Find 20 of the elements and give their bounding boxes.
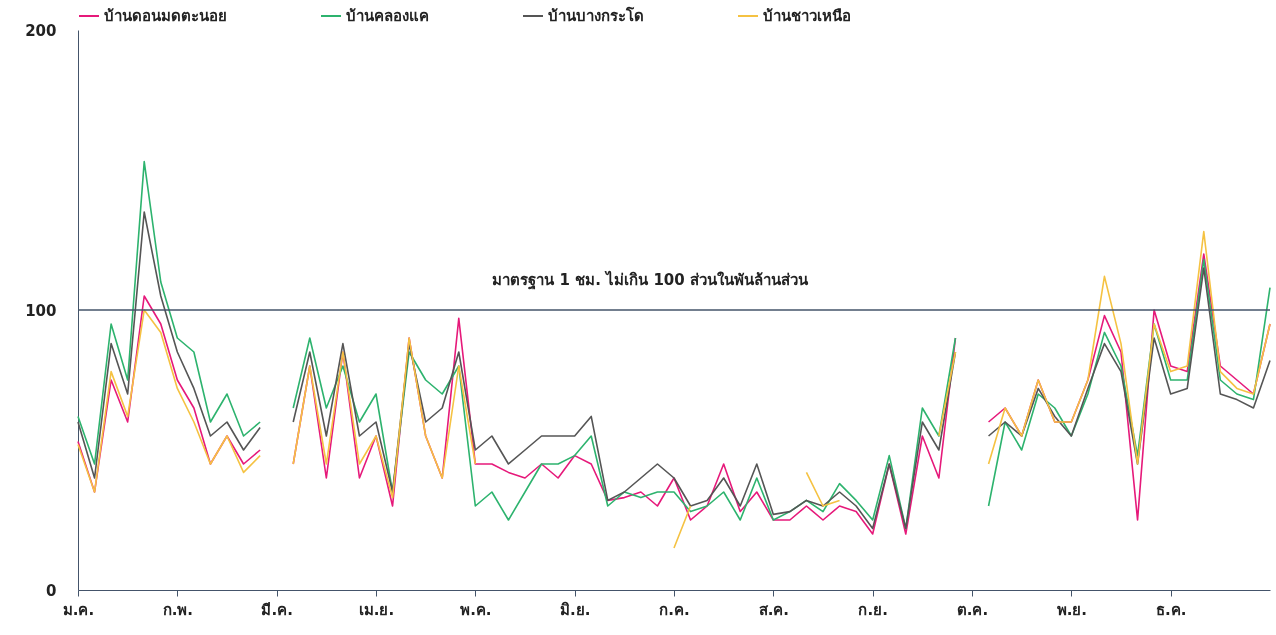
x-tick-label: มิ.ย.	[559, 600, 591, 619]
legend-label: บ้านชาวเหนือ	[763, 7, 851, 25]
x-tick-label: ต.ค.	[956, 600, 989, 619]
x-tick-label: ธ.ค.	[1155, 600, 1187, 619]
x-tick-label: ก.ย.	[858, 600, 888, 619]
x-tick-label: ก.ค.	[659, 600, 690, 619]
x-tick-label: ส.ค.	[758, 600, 790, 619]
x-tick-label: มี.ค.	[261, 600, 293, 619]
y-tick-label: 100	[25, 301, 57, 320]
ref-line-label: มาตรฐาน 1 ชม. ไม่เกิน 100 ส่วนในพันล้านส่วน	[492, 270, 809, 290]
legend-label: บ้านดอนมดตะนอย	[104, 7, 227, 25]
x-tick-label: เม.ย.	[358, 600, 395, 619]
legend-label: บ้านคลองแค	[346, 7, 429, 25]
x-tick-label: ก.พ.	[162, 600, 194, 619]
x-tick-label: พ.ย.	[1056, 600, 1088, 619]
y-tick-label: 200	[25, 21, 57, 40]
y-tick-label: 0	[46, 581, 57, 600]
x-tick-label: ม.ค.	[62, 600, 95, 619]
legend-label: บ้านบางกระโด	[548, 6, 644, 25]
x-tick-label: พ.ค.	[460, 600, 492, 619]
